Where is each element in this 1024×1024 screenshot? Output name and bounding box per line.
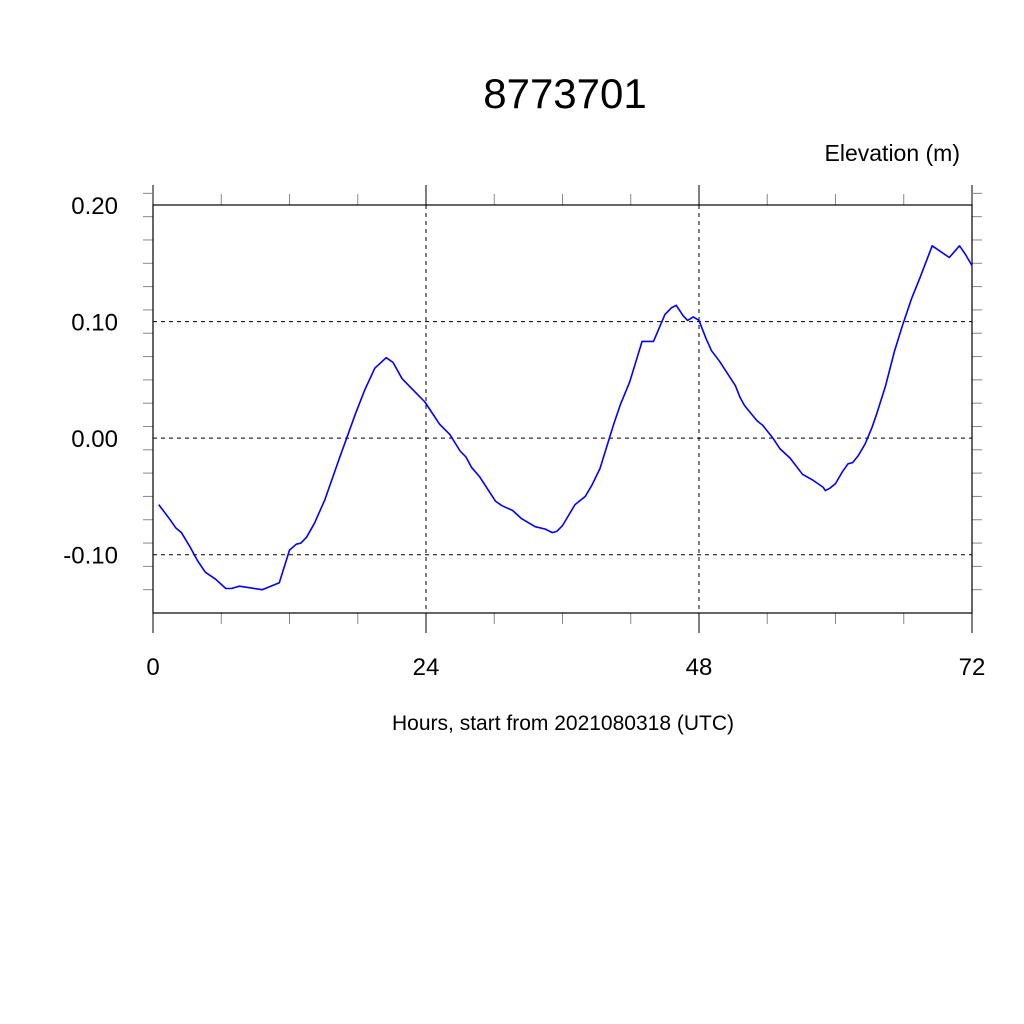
y-tick-label: -0.10 — [63, 543, 118, 570]
plot-frame — [152, 204, 973, 614]
x-tick-label: 72 — [959, 654, 986, 681]
chart-title: 8773701 — [483, 70, 647, 117]
grid — [153, 205, 972, 613]
y-tick-label: 0.20 — [71, 193, 118, 220]
y-tick-label: 0.00 — [71, 426, 118, 453]
x-tick-label: 0 — [146, 654, 159, 681]
y-tick-label: 0.10 — [71, 310, 118, 337]
x-axis-label: Hours, start from 2021080318 (UTC) — [392, 712, 734, 735]
elevation-line — [158, 245, 973, 591]
x-tick-label: 24 — [413, 654, 440, 681]
y-axis-label: Elevation (m) — [825, 140, 960, 166]
axis-ticks — [143, 185, 982, 633]
series-group — [158, 245, 973, 591]
tick-labels: 0 24 48 72 -0.10 0.00 0.10 0.20 — [63, 193, 985, 681]
x-tick-label: 48 — [686, 654, 713, 681]
